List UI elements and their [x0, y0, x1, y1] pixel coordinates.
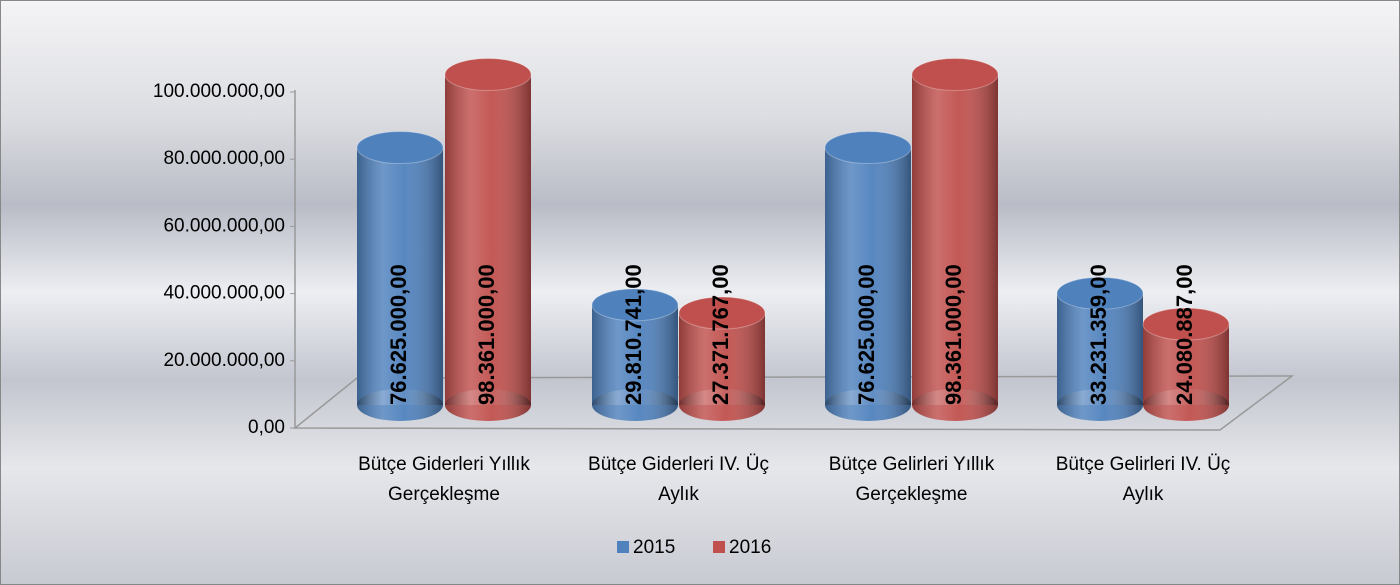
bar	[911, 58, 999, 421]
bar-top	[911, 58, 999, 92]
floor	[292, 375, 1295, 431]
bar-top	[678, 296, 766, 330]
y-tick-label: 100.000.000,00	[153, 81, 285, 102]
bar-shade	[825, 147, 911, 406]
legend-label: 2016	[729, 537, 771, 558]
bar-shade	[592, 304, 678, 405]
legend-swatch	[617, 541, 629, 553]
bar-top	[356, 131, 444, 165]
y-tick-label: 60.000.000,00	[163, 215, 285, 236]
bar	[678, 296, 766, 421]
x-tick-label: Bütçe Gelirleri Yıllık Gerçekleşme	[828, 454, 995, 505]
bar-shade	[912, 74, 998, 405]
y-tick-label: 40.000.000,00	[163, 283, 285, 304]
y-tick-label: 0,00	[248, 417, 285, 438]
data-label: 98.361.000,00	[941, 264, 966, 405]
legend-label: 2015	[633, 537, 675, 558]
data-label: 33.231.359,00	[1086, 264, 1111, 405]
data-label: 27.371.767,00	[708, 264, 733, 405]
bar	[591, 288, 679, 421]
bar-shade	[445, 74, 531, 405]
data-label: 29.810.741,00	[621, 264, 646, 405]
bar-top	[824, 131, 912, 165]
bar	[444, 58, 532, 421]
bar	[1056, 276, 1144, 421]
bar	[1142, 307, 1230, 421]
bar	[356, 131, 444, 421]
bar-top	[444, 58, 532, 92]
data-label: 76.625.000,00	[854, 264, 879, 405]
y-tick-label: 80.000.000,00	[163, 148, 285, 169]
x-tick-label: Bütçe Giderleri Yıllık Gerçekleşme	[358, 454, 530, 505]
y-tick-label: 20.000.000,00	[163, 350, 285, 371]
bar-shade	[357, 147, 443, 406]
x-tick-label: Bütçe Giderleri IV. Üç Aylık	[588, 454, 769, 505]
x-tick-label: Bütçe Gelirleri IV. Üç Aylık	[1055, 454, 1231, 505]
legend-swatch	[713, 541, 725, 553]
bar-top	[1142, 307, 1230, 341]
bar-shade	[1057, 293, 1143, 405]
bar-top	[1056, 276, 1144, 310]
bar	[824, 131, 912, 421]
data-label: 98.361.000,00	[474, 264, 499, 405]
bar-top	[591, 288, 679, 322]
data-label: 76.625.000,00	[386, 264, 411, 405]
data-label: 24.080.887,00	[1172, 264, 1197, 405]
